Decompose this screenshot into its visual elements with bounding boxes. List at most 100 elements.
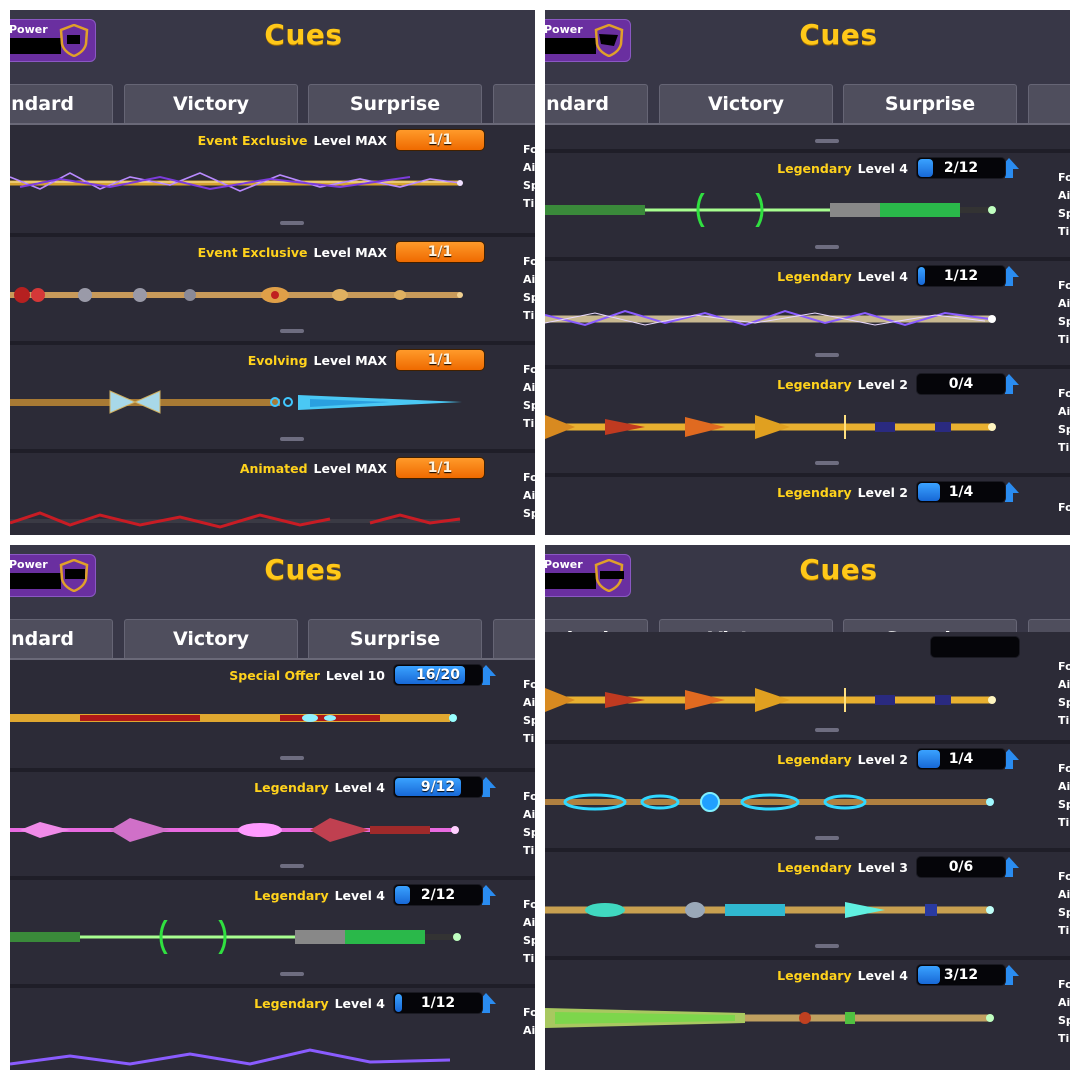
- tab-standard[interactable]: ndard: [10, 84, 113, 124]
- cue-row[interactable]: Legendary Level 2 1/4 Fo: [545, 473, 1070, 535]
- drag-handle[interactable]: [280, 221, 304, 225]
- drag-handle[interactable]: [280, 329, 304, 333]
- upgrade-arrow-icon[interactable]: [475, 664, 497, 686]
- cue-rarity: Legendary: [777, 751, 852, 767]
- cue-level: Level 4: [857, 160, 908, 176]
- cue-rarity: Special Offer: [229, 667, 320, 683]
- upgrade-arrow-icon[interactable]: [998, 856, 1020, 878]
- drag-handle[interactable]: [280, 437, 304, 441]
- upgrade-arrow-icon[interactable]: [475, 884, 497, 906]
- upgrade-arrow-icon[interactable]: [998, 748, 1020, 770]
- upgrade-arrow-icon[interactable]: [475, 776, 497, 798]
- screenshot-panel-4: Power Cues ndard Victory Surprise FoAiSp…: [545, 545, 1070, 1070]
- cue-list[interactable]: Legendary Level 4 2/12 Fo Ai Sp Ti Legendar…: [545, 125, 1070, 535]
- tab-victory[interactable]: Victory: [659, 84, 833, 124]
- tab-standard[interactable]: ndard: [545, 84, 648, 124]
- cue-progress-bar: 1/12: [393, 992, 483, 1014]
- tab-surprise[interactable]: Surprise: [308, 619, 482, 659]
- cue-row[interactable]: Legendary Level 2 1/4 Fo Ai Sp Ti: [545, 740, 1070, 848]
- cue-row[interactable]: Legendary Level 3 0/6 Fo Ai Sp Ti: [545, 848, 1070, 956]
- cue-row-partial[interactable]: Fo Ai Sp Ti: [545, 632, 1070, 740]
- cue-progress-bar: 9/12: [393, 776, 483, 798]
- power-badge[interactable]: Power: [545, 554, 631, 597]
- cue-list[interactable]: Special Offer Level 10 16/20 Fo Ai Sp Ti Le…: [10, 660, 535, 1070]
- power-badge[interactable]: Power: [10, 554, 96, 597]
- drag-handle[interactable]: [815, 944, 839, 948]
- tab-divider: [10, 658, 535, 660]
- cue-image-bone-red: [10, 287, 463, 303]
- cue-level: Level 4: [334, 995, 385, 1011]
- tab-surprise[interactable]: Surprise: [843, 84, 1017, 124]
- tab-standard[interactable]: ndard: [10, 619, 113, 659]
- cue-level: Level 4: [857, 268, 908, 284]
- cue-progress-bar: 1/1: [395, 129, 485, 151]
- cue-row[interactable]: Legendary Level 4 1/12 Fo Ai Sp Ti: [545, 257, 1070, 365]
- drag-handle[interactable]: [815, 245, 839, 249]
- cue-level: Level 2: [857, 484, 908, 500]
- upgrade-arrow-icon[interactable]: [998, 157, 1020, 179]
- tab-next[interactable]: [493, 619, 535, 659]
- top-bar: Power Cues: [10, 10, 535, 82]
- cue-row[interactable]: Evolving Level MAX 1/1 Fo Ai Sp Ti: [10, 341, 535, 449]
- cue-row[interactable]: Legendary Level 2 0/4 Fo Ai Sp Ti: [545, 365, 1070, 473]
- cue-progress-bar: 0/4: [916, 373, 1006, 395]
- cue-rarity: Evolving: [247, 352, 308, 368]
- cue-row[interactable]: Legendary Level 4 1/12 Fo Ai: [10, 984, 535, 1070]
- cue-row[interactable]: Event Exclusive Level MAX 1/1 Fo Ai Sp Ti: [10, 125, 535, 233]
- cue-rarity: Legendary: [254, 995, 329, 1011]
- drag-handle[interactable]: [280, 864, 304, 868]
- cue-level: Level 4: [334, 887, 385, 903]
- upgrade-arrow-icon[interactable]: [998, 964, 1020, 986]
- cue-image-cyan-orb: [545, 792, 994, 812]
- tab-surprise[interactable]: Surprise: [308, 84, 482, 124]
- drag-handle[interactable]: [815, 353, 839, 357]
- page-title: Cues: [264, 553, 343, 586]
- drag-handle[interactable]: [280, 756, 304, 760]
- cue-rarity: Legendary: [777, 376, 852, 392]
- drag-handle[interactable]: [815, 728, 839, 732]
- drag-handle[interactable]: [815, 139, 839, 143]
- cue-row[interactable]: Event Exclusive Level MAX 1/1 Fo Ai Sp Ti: [10, 233, 535, 341]
- drag-handle[interactable]: [815, 461, 839, 465]
- power-badge[interactable]: Power: [10, 19, 96, 62]
- cue-stats-labels: Fo Ai Sp: [523, 471, 535, 520]
- power-label: Power: [10, 558, 48, 571]
- cue-row[interactable]: Legendary Level 4 9/12 Fo Ai Sp Ti: [10, 768, 535, 876]
- cue-rarity: Legendary: [777, 268, 852, 284]
- tab-next[interactable]: [493, 84, 535, 124]
- cue-stats-labels: Fo Ai Sp Ti: [1058, 762, 1070, 829]
- tab-next[interactable]: [1028, 84, 1070, 124]
- cue-progress-bar: 2/12: [393, 884, 483, 906]
- cue-image-teal-shell: [545, 902, 994, 918]
- cue-row[interactable]: Special Offer Level 10 16/20 Fo Ai Sp Ti: [10, 660, 535, 768]
- screenshot-panel-3: Power Cues ndard Victory Surprise Specia…: [10, 545, 535, 1070]
- cue-stats-labels: Fo Ai Sp Ti: [1058, 387, 1070, 454]
- upgrade-arrow-icon[interactable]: [998, 481, 1020, 503]
- cue-row[interactable]: Legendary Level 4 2/12 Fo Ai Sp Ti: [10, 876, 535, 984]
- cue-row[interactable]: Legendary Level 4 3/12 Fo Ai Sp Ti: [545, 956, 1070, 1064]
- upgrade-arrow-icon[interactable]: [998, 265, 1020, 287]
- screenshot-panel-1: Power Cues ndard Victory Surprise Event …: [10, 10, 535, 535]
- tab-victory[interactable]: Victory: [124, 619, 298, 659]
- cue-list[interactable]: Fo Ai Sp Ti Legendary Level 2 1/4 Fo Ai Sp Ti …: [545, 632, 1070, 1070]
- drag-handle[interactable]: [815, 836, 839, 840]
- cue-row[interactable]: Animated Level MAX 1/1 Fo Ai Sp: [10, 449, 535, 535]
- cue-stats-labels: Fo Ai Sp Ti: [523, 143, 535, 210]
- cue-progress-bar: 16/20: [393, 664, 483, 686]
- cue-stats-labels: Fo Ai Sp Ti: [1058, 978, 1070, 1045]
- cue-stats-labels: Fo Ai Sp Ti: [1058, 660, 1070, 727]
- drag-handle[interactable]: [280, 972, 304, 976]
- tab-victory[interactable]: Victory: [124, 84, 298, 124]
- cue-progress-bar: 1/1: [395, 457, 485, 479]
- cue-stats-labels: Fo Ai: [523, 1006, 535, 1037]
- cue-rarity: Event Exclusive: [197, 132, 308, 148]
- cue-list[interactable]: Event Exclusive Level MAX 1/1 Fo Ai Sp Ti E…: [10, 125, 535, 535]
- upgrade-arrow-icon[interactable]: [475, 992, 497, 1014]
- cue-progress-bar: 1/12: [916, 265, 1006, 287]
- tab-divider: [545, 123, 1070, 125]
- cue-level: Level MAX: [313, 132, 387, 148]
- cue-rarity: Legendary: [254, 887, 329, 903]
- power-badge[interactable]: Power: [545, 19, 631, 62]
- upgrade-arrow-icon[interactable]: [998, 373, 1020, 395]
- cue-row[interactable]: Legendary Level 4 2/12 Fo Ai Sp Ti: [545, 149, 1070, 257]
